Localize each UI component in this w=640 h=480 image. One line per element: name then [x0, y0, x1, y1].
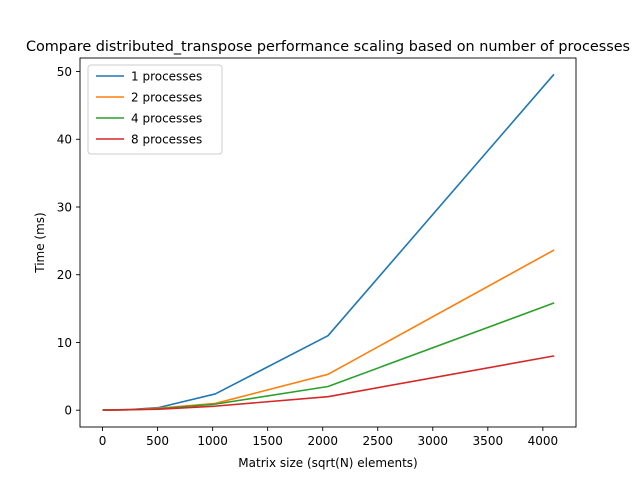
x-tick-label: 4000	[528, 434, 559, 448]
x-tick-label: 2500	[362, 434, 393, 448]
x-tick-label: 1500	[252, 434, 283, 448]
x-tick-label: 0	[99, 434, 107, 448]
y-tick-label: 10	[57, 336, 72, 350]
legend-label: 1 processes	[131, 70, 202, 84]
series-line-3	[102, 302, 555, 411]
y-tick-label: 40	[57, 133, 72, 147]
x-tick-label: 3500	[473, 434, 504, 448]
x-tick-label: 1000	[197, 434, 228, 448]
chart-title: Compare distributed_transpose performanc…	[26, 39, 630, 55]
y-tick-label: 20	[57, 268, 72, 282]
x-tick-label: 500	[146, 434, 169, 448]
x-tick-label: 2000	[307, 434, 338, 448]
y-tick-label: 50	[57, 65, 72, 79]
y-axis-label: Time (ms)	[33, 212, 47, 274]
y-axis: 0 10 20 30 40 50	[57, 65, 80, 418]
legend-box	[87, 64, 223, 155]
x-axis-label: Matrix size (sqrt(N) elements)	[238, 456, 417, 470]
series-lines	[102, 73, 555, 411]
legend-label: 4 processes	[131, 112, 202, 126]
y-tick-label: 0	[64, 404, 72, 418]
legend-label: 2 processes	[131, 91, 202, 105]
legend[interactable]: 1 processes 2 processes 4 processes 8 proce…	[87, 64, 223, 155]
x-tick-label: 3000	[418, 434, 449, 448]
x-axis: 0 500 1000 1500 2000 2500 3000 3500 4000	[99, 427, 558, 448]
series-line-4	[102, 355, 555, 411]
legend-label: 8 processes	[131, 133, 202, 147]
plot-frame	[79, 57, 577, 428]
y-tick-label: 30	[57, 200, 72, 214]
